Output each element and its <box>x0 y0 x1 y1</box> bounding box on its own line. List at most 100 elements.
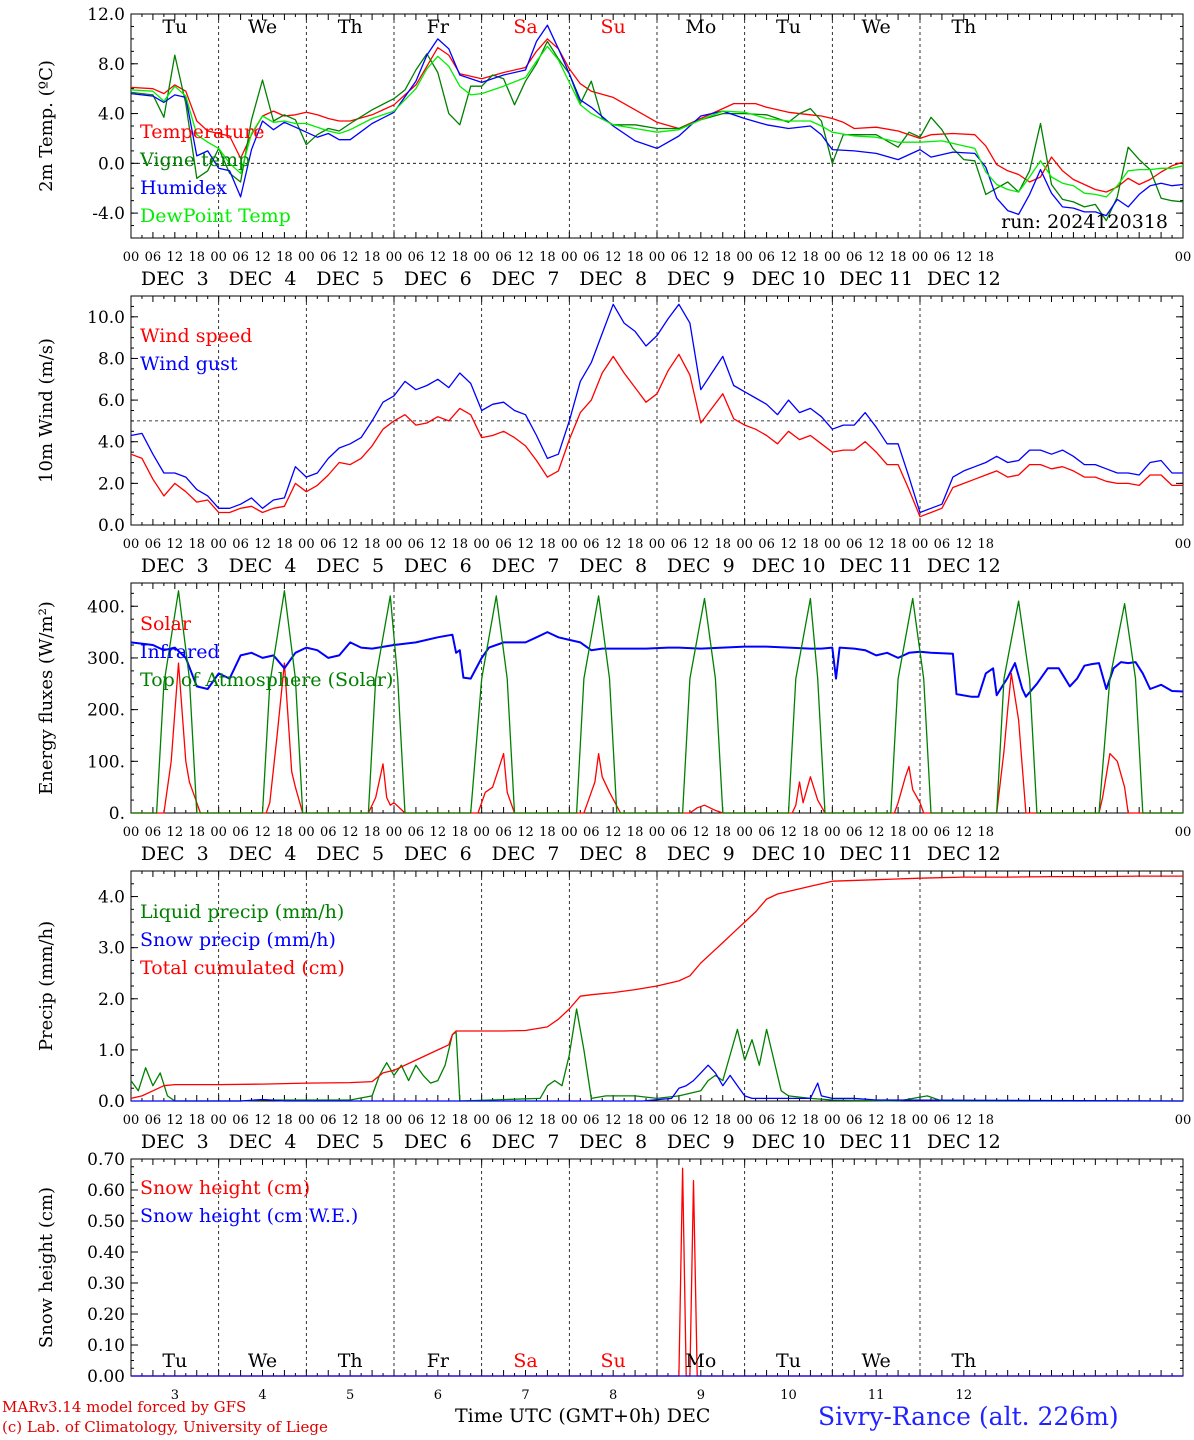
hour-label: 06 <box>232 1113 249 1128</box>
hour-label: 06 <box>758 1113 775 1128</box>
station-name: Sivry-Rance (alt. 226m) <box>818 1402 1119 1431</box>
hour-label: 12 <box>780 825 797 840</box>
y-tick-label: 300. <box>87 649 125 669</box>
legend-entry: Infrared <box>140 641 220 663</box>
hour-label: 06 <box>583 1113 600 1128</box>
hour-label: 00 <box>123 1113 140 1128</box>
y-tick-label: 0.10 <box>87 1336 125 1356</box>
hour-label: 00 <box>824 537 841 552</box>
hour-label: 00 <box>1175 250 1192 265</box>
y-tick-label: 8.0 <box>98 55 125 75</box>
hour-label: 00 <box>298 537 315 552</box>
hour-label: 12 <box>693 537 710 552</box>
legend-entry: Wind speed <box>140 325 252 347</box>
hour-label: 00 <box>1175 825 1192 840</box>
date-label: DEC 7 <box>492 1131 560 1153</box>
weekday-label: Tu <box>162 16 187 38</box>
date-label: DEC 12 <box>927 555 1001 577</box>
y-axis-label: 10m Wind (m/s) <box>36 338 57 483</box>
y-axis-label: Precip (mm/h) <box>36 921 57 1051</box>
hour-label: 06 <box>145 250 162 265</box>
date-label: DEC 3 <box>141 268 209 290</box>
hour-label: 18 <box>627 250 644 265</box>
legend-entry: Snow height (cm) <box>140 1177 310 1199</box>
hour-label: 00 <box>1175 537 1192 552</box>
hour-label: 18 <box>714 537 731 552</box>
date-label: DEC 12 <box>927 268 1001 290</box>
weekday-label: We <box>248 1350 277 1372</box>
hour-label: 12 <box>693 250 710 265</box>
weekday-label: Mo <box>685 16 716 38</box>
hour-label: 12 <box>605 250 622 265</box>
y-tick-label: 0.50 <box>87 1212 125 1232</box>
hour-label: 18 <box>276 825 293 840</box>
weekday-label: Tu <box>776 16 801 38</box>
hour-label: 18 <box>539 1113 556 1128</box>
hour-label: 18 <box>890 825 907 840</box>
hour-label: 12 <box>517 1113 534 1128</box>
date-label: DEC 3 <box>141 555 209 577</box>
y-tick-label: 8.0 <box>98 349 125 369</box>
series-line-snow-height-cm- <box>131 1167 1183 1377</box>
series-line-solar <box>131 662 1183 814</box>
weekday-label: We <box>862 16 891 38</box>
hour-label: 00 <box>561 537 578 552</box>
hour-label: 18 <box>627 537 644 552</box>
date-label: DEC 12 <box>927 843 1001 865</box>
hour-label: 18 <box>364 250 381 265</box>
hour-label: 00 <box>649 250 666 265</box>
date-label: DEC 5 <box>316 1131 384 1153</box>
hour-label: 12 <box>780 1113 797 1128</box>
y-tick-label: 2.0 <box>98 474 125 494</box>
hour-label: 06 <box>495 250 512 265</box>
hour-label: 06 <box>583 825 600 840</box>
hour-label: 12 <box>342 825 359 840</box>
date-label: DEC 10 <box>752 1131 826 1153</box>
hour-label: 06 <box>934 825 951 840</box>
y-axis-label: 2m Temp. (ºC) <box>36 60 57 192</box>
hour-label: 12 <box>956 825 973 840</box>
hour-label: 12 <box>956 1113 973 1128</box>
hour-label: 00 <box>473 537 490 552</box>
legend-entry: Humidex <box>140 177 227 199</box>
hour-label: 18 <box>977 250 994 265</box>
hour-label: 06 <box>846 537 863 552</box>
hour-label: 18 <box>627 1113 644 1128</box>
day-number-label: 5 <box>346 1388 354 1400</box>
hour-label: 06 <box>671 1113 688 1128</box>
hour-label: 00 <box>912 825 929 840</box>
legend-entry: Snow precip (mm/h) <box>140 929 336 951</box>
hour-label: 18 <box>714 1113 731 1128</box>
day-number-label: 7 <box>521 1388 529 1400</box>
panel-snow: 0.00 0.10 0.20 0.30 0.40 0.50 0.60 0.70 Snow hei… <box>36 1150 1184 1400</box>
hour-label: 18 <box>188 825 205 840</box>
hour-label: 12 <box>167 537 184 552</box>
hour-label: 06 <box>758 825 775 840</box>
day-number-label: 9 <box>697 1388 705 1400</box>
hour-label: 18 <box>276 537 293 552</box>
day-number-label: 8 <box>609 1388 617 1400</box>
series-line-wind-gust <box>130 303 1183 514</box>
hour-label: 00 <box>561 1113 578 1128</box>
date-label: DEC 6 <box>404 268 472 290</box>
hour-label: 06 <box>495 1113 512 1128</box>
hour-label: 12 <box>868 825 885 840</box>
hour-label: 18 <box>364 1113 381 1128</box>
series-line-total-cumulated-cm- <box>130 875 1183 1100</box>
hour-label: 00 <box>649 1113 666 1128</box>
footer-lab-credit: (c) Lab. of Climatology, University of L… <box>2 1418 328 1436</box>
hour-label: 00 <box>123 250 140 265</box>
hour-label: 18 <box>276 1113 293 1128</box>
hour-label: 18 <box>627 825 644 840</box>
hour-label: 06 <box>408 1113 425 1128</box>
weekday-label: Su <box>601 1350 626 1372</box>
hour-label: 12 <box>517 537 534 552</box>
legend-entry: Snow height (cm W.E.) <box>140 1205 358 1227</box>
date-label: DEC 6 <box>404 555 472 577</box>
hour-label: 06 <box>671 537 688 552</box>
hour-label: 18 <box>714 825 731 840</box>
hour-label: 18 <box>802 537 819 552</box>
weekday-label: Th <box>338 1350 363 1372</box>
y-tick-label: 4.0 <box>98 888 125 908</box>
hour-label: 18 <box>977 1113 994 1128</box>
